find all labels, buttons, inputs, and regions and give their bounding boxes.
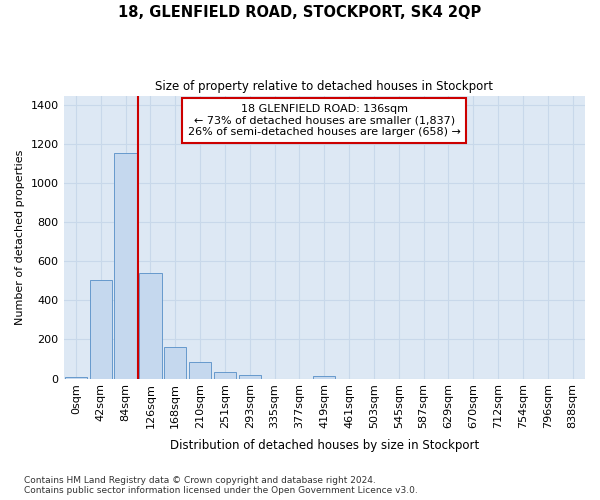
Bar: [115, 153, 137, 378]
Text: Contains HM Land Registry data © Crown copyright and database right 2024.
Contai: Contains HM Land Registry data © Crown c…: [24, 476, 418, 495]
Bar: [313, 376, 335, 378]
Bar: [65, 376, 87, 378]
Bar: [89, 280, 112, 378]
Bar: [139, 273, 161, 378]
Bar: [214, 372, 236, 378]
Text: 18 GLENFIELD ROAD: 136sqm
← 73% of detached houses are smaller (1,837)
26% of se: 18 GLENFIELD ROAD: 136sqm ← 73% of detac…: [188, 104, 461, 137]
Text: 18, GLENFIELD ROAD, STOCKPORT, SK4 2QP: 18, GLENFIELD ROAD, STOCKPORT, SK4 2QP: [118, 5, 482, 20]
Bar: [189, 362, 211, 378]
Bar: [164, 348, 187, 378]
Bar: [239, 374, 261, 378]
Y-axis label: Number of detached properties: Number of detached properties: [15, 150, 25, 324]
X-axis label: Distribution of detached houses by size in Stockport: Distribution of detached houses by size …: [170, 440, 479, 452]
Title: Size of property relative to detached houses in Stockport: Size of property relative to detached ho…: [155, 80, 493, 93]
